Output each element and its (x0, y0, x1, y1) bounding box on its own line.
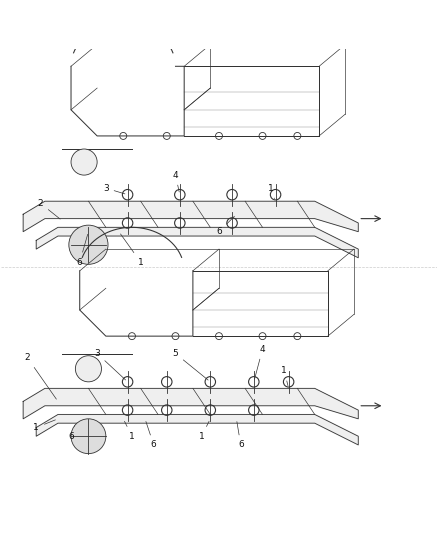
Text: 4: 4 (254, 345, 265, 379)
Text: 3: 3 (103, 184, 125, 194)
Circle shape (71, 149, 97, 175)
Polygon shape (23, 389, 358, 419)
Text: 1: 1 (124, 421, 135, 441)
Circle shape (71, 419, 106, 454)
Text: 6: 6 (77, 235, 88, 266)
Text: 6: 6 (216, 216, 234, 236)
Circle shape (69, 225, 108, 264)
Polygon shape (36, 228, 358, 258)
Polygon shape (36, 415, 358, 445)
Text: 2: 2 (25, 353, 57, 399)
Text: 4: 4 (173, 171, 179, 192)
Text: 1: 1 (268, 184, 275, 199)
Polygon shape (23, 201, 358, 232)
Circle shape (75, 356, 102, 382)
Text: 6: 6 (68, 426, 74, 441)
Text: 5: 5 (173, 349, 208, 380)
Text: 6: 6 (146, 422, 157, 449)
Text: 1: 1 (120, 234, 144, 266)
Text: 2: 2 (38, 199, 60, 219)
Text: 6: 6 (237, 422, 244, 449)
Text: 1: 1 (33, 420, 55, 432)
Text: 1: 1 (199, 421, 209, 441)
Text: 3: 3 (94, 349, 126, 380)
Text: 1: 1 (281, 367, 288, 386)
